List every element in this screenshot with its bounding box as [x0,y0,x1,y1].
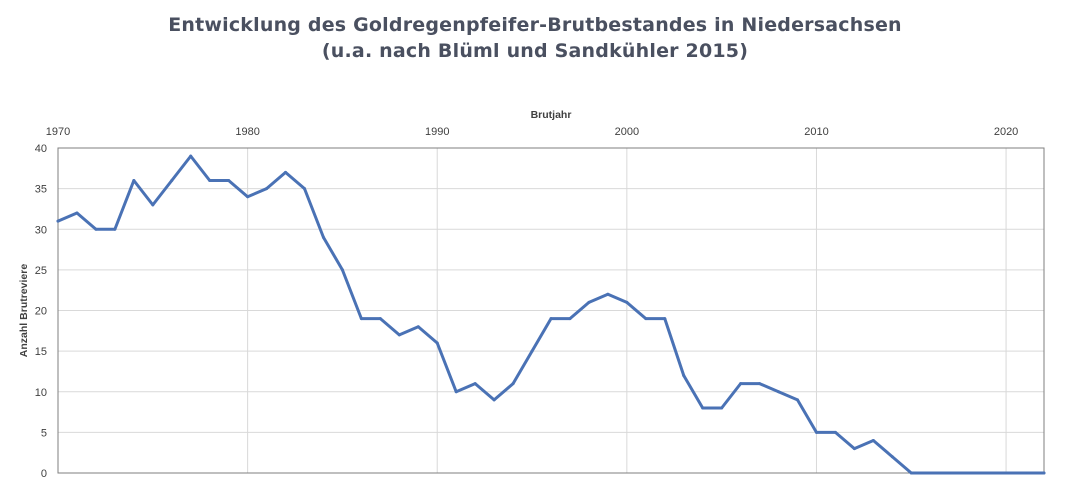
data-point [56,219,60,223]
y-tick-label: 15 [35,346,47,358]
data-point [833,430,837,434]
data-point [720,406,724,410]
data-point [473,382,477,386]
x-tick-label: 1970 [46,126,70,138]
x-tick-label: 2010 [804,126,828,138]
data-point [359,317,363,321]
x-tick-label: 2000 [615,126,639,138]
x-axis-ticks: 1970 1980 1990 2000 2010 2020 [46,126,1019,138]
data-point [928,471,932,475]
data-point [151,203,155,207]
data-point [94,227,98,231]
data-point [284,170,288,174]
data-point [549,317,553,321]
data-point [701,406,705,410]
data-point [871,439,875,442]
data-point [321,235,325,239]
data-point [189,154,193,158]
gridlines [57,147,1044,474]
data-point [208,179,212,182]
data-point [454,390,458,394]
data-point [682,374,686,377]
data-point [340,268,344,272]
y-axis-label: Anzahl Brutreviere [18,264,30,358]
x-tick-label: 1980 [235,126,259,138]
data-point [758,382,762,386]
plot-area-border [57,147,1045,474]
data-point [1023,471,1027,475]
chart-title-line-1: Entwicklung des Goldregenpfeifer-Brutbes… [168,14,902,36]
data-point [265,187,269,191]
y-tick-label: 35 [35,184,47,196]
data-point [170,179,174,182]
data-point [378,317,382,321]
data-point [246,195,250,199]
data-point [568,317,572,321]
data-point [303,187,306,191]
y-tick-label: 5 [41,427,47,439]
data-point [644,317,648,321]
data-point [530,349,534,353]
data-point [625,300,629,304]
data-point [947,471,951,475]
data-point [852,447,856,451]
data-point [814,430,818,434]
y-tick-label: 40 [35,143,47,155]
chart-title-line-2: (u.a. nach Blüml und Sandkühler 2015) [321,40,749,62]
data-point [966,471,970,475]
y-tick-label: 10 [35,387,47,399]
data-point [511,382,515,386]
data-point [492,398,496,402]
data-point [1004,471,1008,475]
data-point [606,292,610,296]
data-point [587,300,591,304]
data-point [739,382,743,386]
data-point [397,333,401,337]
data-point [890,455,894,459]
y-tick-label: 25 [35,265,47,277]
y-tick-label: 30 [35,224,47,236]
y-tick-label: 20 [35,306,47,318]
data-point [777,390,781,394]
data-point [909,471,913,475]
data-points [56,154,1046,475]
x-tick-label: 2020 [994,126,1018,138]
y-tick-label: 0 [41,468,47,480]
series-line [56,154,1046,475]
y-axis-ticks: 0 5 10 15 20 25 30 35 40 [35,143,47,480]
x-tick-label: 1990 [425,126,449,138]
data-point [1042,471,1046,475]
data-point [113,227,117,231]
data-point [663,317,667,321]
data-point [75,211,79,215]
data-point [985,471,989,475]
data-point [435,341,439,345]
x-axis-label: Brutjahr [531,109,572,121]
data-point [416,325,420,329]
data-point [132,179,136,182]
data-point [227,179,231,182]
data-point [796,398,799,402]
